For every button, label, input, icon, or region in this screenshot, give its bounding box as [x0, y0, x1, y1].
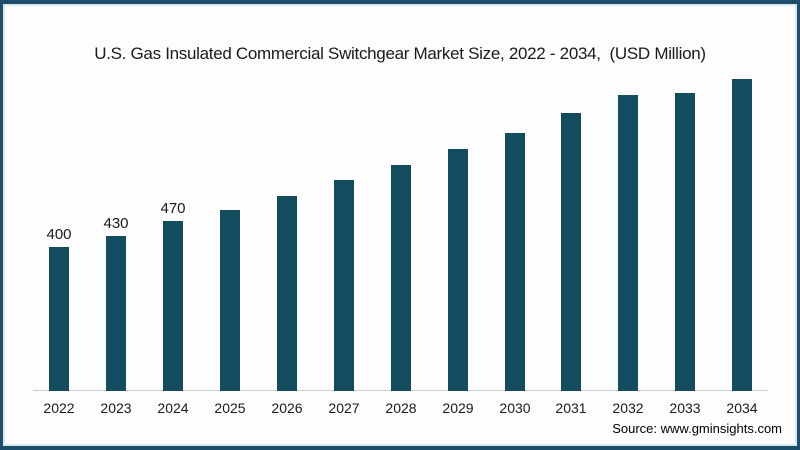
bar-value-label-2022: 400: [46, 226, 72, 243]
bar-2022: [49, 247, 69, 391]
x-axis-label-2029: 2029: [442, 400, 474, 416]
bar-2026: [277, 196, 297, 391]
x-axis-label-2023: 2023: [100, 400, 132, 416]
x-axis-label-2030: 2030: [499, 400, 531, 416]
bar-2024: [163, 221, 183, 391]
bar-2029: [448, 149, 468, 391]
x-axis-label-2032: 2032: [612, 400, 644, 416]
x-axis-label-2022: 2022: [43, 400, 75, 416]
bar-value-label-2023: 430: [103, 215, 129, 232]
x-axis-label-2034: 2034: [726, 400, 758, 416]
x-axis-label-2028: 2028: [385, 400, 417, 416]
x-axis-label-2027: 2027: [328, 400, 360, 416]
bar-2031: [561, 113, 581, 391]
bar-2028: [391, 165, 411, 391]
bar-2025: [220, 210, 240, 391]
bar-2023: [106, 236, 126, 391]
bar-2027: [334, 180, 354, 391]
x-axis-label-2024: 2024: [157, 400, 189, 416]
x-axis-label-2031: 2031: [555, 400, 587, 416]
chart-title: U.S. Gas Insulated Commercial Switchgear…: [94, 44, 706, 63]
x-axis-label-2026: 2026: [271, 400, 303, 416]
bar-2034: [732, 79, 752, 391]
x-axis-label-2033: 2033: [669, 400, 701, 416]
bar-value-label-2024: 470: [160, 200, 186, 217]
bar-2030: [505, 133, 525, 391]
bar-2033: [675, 93, 695, 391]
source-text: Source: www.gminsights.com: [612, 421, 782, 436]
bar-2032: [618, 95, 638, 391]
x-axis-label-2025: 2025: [214, 400, 246, 416]
